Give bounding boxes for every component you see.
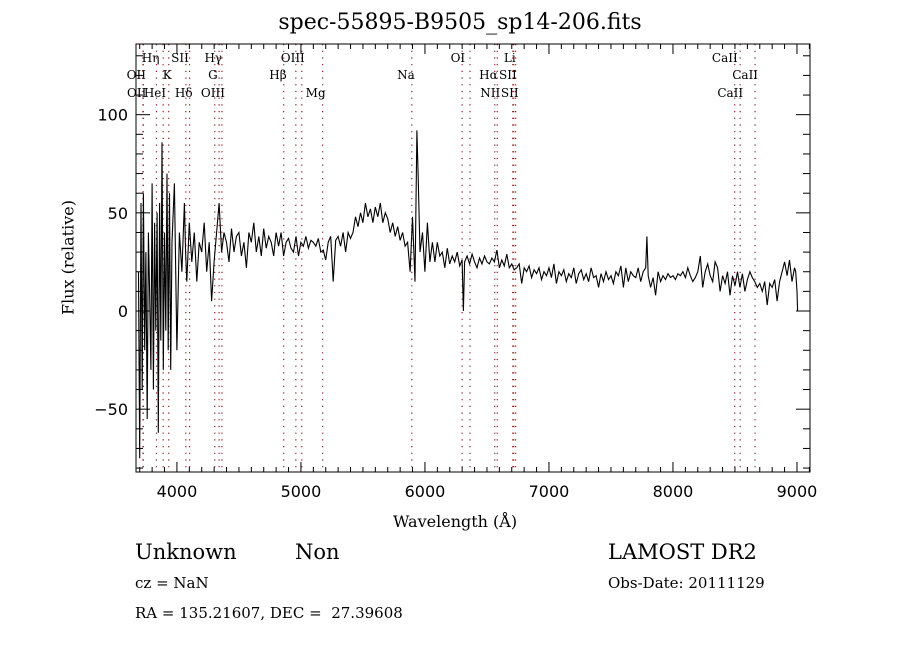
marker-label: HeI bbox=[144, 86, 167, 100]
marker-label: Li bbox=[504, 51, 516, 65]
observation-date: Obs-Date: 20111129 bbox=[608, 574, 765, 592]
marker-label: SII bbox=[499, 68, 517, 82]
marker-label: OI bbox=[451, 51, 466, 65]
marker-label: Hη bbox=[142, 51, 160, 65]
spectrum-line bbox=[137, 130, 799, 459]
y-tick-label: 0 bbox=[118, 302, 128, 321]
marker-label: CaII bbox=[732, 68, 758, 82]
y-tick-label: 100 bbox=[97, 106, 128, 125]
marker-label: Hα bbox=[479, 68, 498, 82]
marker-label: Hδ bbox=[175, 86, 193, 100]
marker-label: Mg bbox=[306, 86, 326, 100]
y-tick-label: −50 bbox=[94, 400, 128, 419]
spectral-subclass: Non bbox=[295, 540, 340, 564]
x-tick-label: 8000 bbox=[653, 482, 694, 501]
x-tick-label: 4000 bbox=[157, 482, 198, 501]
marker-label: OII bbox=[127, 86, 147, 100]
x-axis-label: Wavelength (Å) bbox=[393, 512, 518, 531]
y-axis-label: Flux (relative) bbox=[58, 200, 78, 315]
marker-label: NII bbox=[480, 86, 500, 100]
x-tick-label: 9000 bbox=[777, 482, 818, 501]
redshift-cz: cz = NaN bbox=[135, 574, 209, 592]
x-tick-label: 5000 bbox=[281, 482, 322, 501]
spectral-class: Unknown bbox=[135, 540, 237, 564]
marker-label: OIII bbox=[281, 51, 305, 65]
survey-name: LAMOST DR2 bbox=[608, 540, 757, 564]
x-tick-label: 6000 bbox=[405, 482, 446, 501]
plot-frame bbox=[135, 43, 811, 473]
coordinates: RA = 135.21607, DEC = 27.39608 bbox=[135, 604, 403, 622]
chart-title: spec-55895-B9505_sp14-206.fits bbox=[278, 10, 642, 35]
marker-label: Na bbox=[397, 68, 415, 82]
y-tick-label: 50 bbox=[108, 204, 128, 223]
marker-label: CaII bbox=[717, 86, 743, 100]
marker-label: CaII bbox=[712, 51, 738, 65]
marker-label: SII bbox=[501, 86, 519, 100]
marker-label: K bbox=[163, 68, 173, 82]
marker-label: Hβ bbox=[269, 68, 286, 82]
marker-label: Hγ bbox=[204, 51, 222, 65]
marker-label: SII bbox=[171, 51, 189, 65]
marker-label: OIII bbox=[201, 86, 225, 100]
marker-label: G bbox=[208, 68, 218, 82]
x-tick-label: 7000 bbox=[529, 482, 570, 501]
